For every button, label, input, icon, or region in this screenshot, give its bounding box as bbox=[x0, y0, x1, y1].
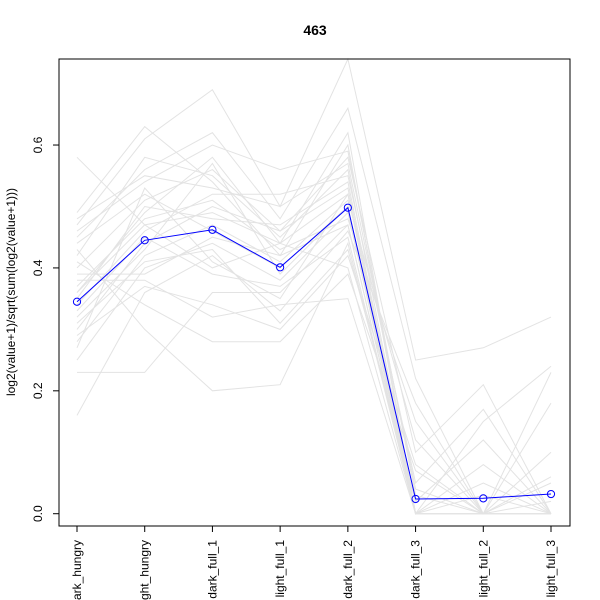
background-series-line bbox=[76, 162, 551, 515]
highlight-point bbox=[72, 297, 82, 306]
background-series-line bbox=[76, 131, 552, 515]
highlight-point bbox=[208, 225, 217, 234]
background-series-line bbox=[77, 279, 552, 515]
y-tick-label: 0.0 bbox=[31, 505, 45, 522]
background-series-line bbox=[76, 248, 552, 515]
x-tick-label: light_full_1 bbox=[273, 540, 287, 598]
background-series-line bbox=[76, 241, 551, 515]
highlight-point bbox=[411, 494, 420, 504]
x-tick-label: light_full_3 bbox=[544, 540, 558, 598]
y-tick-label: 0.6 bbox=[31, 136, 45, 153]
background-series-line bbox=[76, 212, 551, 515]
highlight-point bbox=[276, 263, 285, 272]
background-series-line bbox=[76, 236, 552, 515]
x-axis: dark_hungry light_hungry dark_full_1 light_… bbox=[70, 525, 558, 600]
highlight-series-line bbox=[76, 206, 552, 500]
background-series-group bbox=[76, 57, 552, 515]
x-tick-label: dark_hungry bbox=[70, 540, 84, 600]
y-axis-label: log2(value+1)/sqrt(sum(log2(value+1))) bbox=[4, 188, 18, 396]
background-series-line bbox=[76, 144, 551, 515]
x-tick-label: dark_full_3 bbox=[409, 540, 423, 599]
highlight-point bbox=[479, 494, 488, 503]
x-tick-label: dark_full_1 bbox=[205, 540, 219, 599]
background-series-line bbox=[76, 156, 551, 515]
highlight-point bbox=[546, 489, 556, 499]
x-tick-label: light_full_2 bbox=[476, 540, 490, 598]
background-series-line bbox=[76, 199, 551, 515]
x-tick-label: light_hungry bbox=[138, 540, 152, 600]
background-series-line bbox=[76, 106, 551, 515]
background-series-line bbox=[76, 175, 552, 514]
highlight-point bbox=[140, 236, 149, 245]
background-series-line bbox=[76, 162, 552, 515]
y-tick-label: 0.2 bbox=[31, 382, 45, 399]
x-tick-label: dark_full_2 bbox=[341, 540, 355, 599]
y-tick-label: 0.4 bbox=[31, 259, 45, 276]
y-axis: 0.0 0.2 0.4 0.6 bbox=[31, 136, 60, 522]
chart-title: 463 bbox=[303, 22, 327, 38]
background-series-line bbox=[77, 143, 551, 515]
background-series-line bbox=[77, 223, 552, 515]
background-series-line bbox=[76, 230, 551, 515]
background-series-line bbox=[76, 211, 552, 515]
background-series-line bbox=[76, 57, 552, 361]
background-series-line bbox=[76, 254, 551, 515]
background-series-line bbox=[76, 261, 551, 515]
background-series-line bbox=[76, 156, 552, 514]
highlight-series-group bbox=[72, 203, 556, 504]
background-series-line bbox=[76, 156, 551, 515]
highlight-point bbox=[343, 203, 352, 212]
